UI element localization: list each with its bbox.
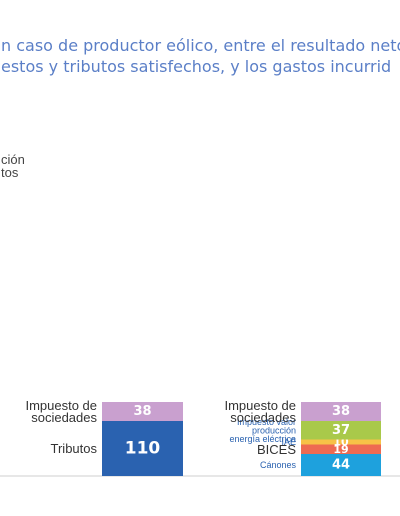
value-label-1-3: 37: [332, 423, 350, 438]
bar-segment-1-4: [301, 402, 381, 421]
value-label-1-0: 44: [332, 458, 350, 473]
category-label-line: sociedades: [230, 410, 296, 425]
category-label-0-1: Impuesto de sociedades: [25, 398, 97, 425]
side-note: ción tos: [1, 153, 25, 179]
bar-segment-0-0: [102, 421, 183, 476]
chart-title-line-2: estos y tributos satisfechos, y los gast…: [1, 57, 392, 76]
category-label-line: Tributos: [51, 441, 98, 456]
bar-segment-1-1: [301, 444, 381, 454]
side-note-line-1: ción: [1, 152, 25, 167]
value-label-1-4: 38: [332, 404, 350, 419]
chart-title-line-1: n caso de productor eólico, entre el res…: [1, 36, 400, 55]
category-label-line: Impuesto valor: [237, 417, 296, 427]
value-label-0-0: 110: [125, 439, 161, 459]
value-label-1-1: 19: [333, 443, 348, 456]
category-label-line: Cánones: [260, 460, 297, 470]
category-label-0-0: Tributos: [51, 441, 98, 456]
bar-segment-0-1: [102, 402, 183, 421]
category-label-line: sociedades: [31, 410, 97, 425]
category-label-1-1: BICES: [257, 442, 296, 457]
value-label-0-1: 38: [133, 404, 151, 419]
bar-segment-1-3: [301, 421, 381, 440]
category-label-line: energía eléctrica: [229, 434, 296, 444]
category-label-line: BICES: [257, 442, 296, 457]
category-label-line: Impuesto de: [224, 398, 296, 413]
category-label-line: Impuesto de: [25, 398, 97, 413]
bar-segment-1-2: [301, 439, 381, 445]
category-label-1-3: Impuesto valor producción energía eléctric…: [229, 417, 296, 444]
category-label-line: producción: [252, 425, 296, 435]
category-label-1-0: Cánones: [260, 460, 297, 470]
side-note-line-2: tos: [1, 165, 19, 180]
category-label-1-2: IAE: [281, 437, 296, 447]
category-label-line: IAE: [281, 437, 296, 447]
bar-segment-1-0: [301, 454, 381, 476]
category-label-1-4: Impuesto de sociedades: [224, 398, 296, 425]
